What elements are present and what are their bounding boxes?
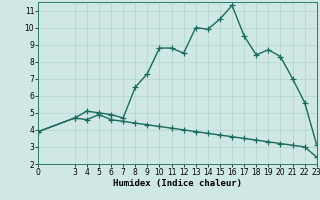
X-axis label: Humidex (Indice chaleur): Humidex (Indice chaleur): [113, 179, 242, 188]
